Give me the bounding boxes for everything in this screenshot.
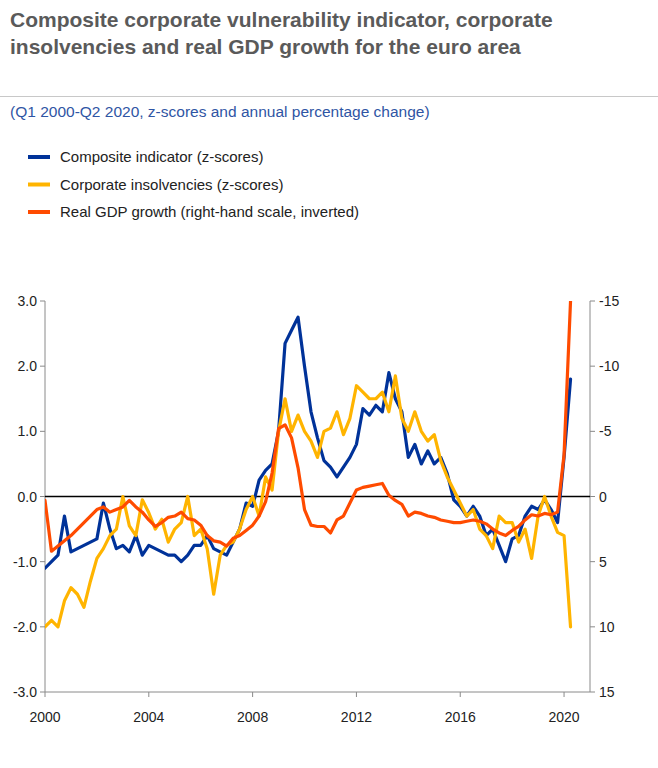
y-tick-label: 0.0 [18,489,38,505]
legend-label: Real GDP growth (right-hand scale, inver… [60,203,359,220]
x-tick [148,692,149,697]
title: Composite corporate vulnerability indica… [10,6,570,60]
x-tick-label: 2004 [133,709,164,725]
y-tick [40,366,45,367]
y2-tick-label: 10 [599,619,615,635]
y2-tick-label: -10 [599,358,619,374]
y-tick-label: -2.0 [13,619,37,635]
y-tick [40,626,45,627]
x-tick-label: 2020 [548,709,579,725]
series-line [45,376,571,627]
zero-line [45,496,590,498]
x-tick-label: 2000 [29,709,60,725]
x-axis-line [45,692,590,693]
legend-swatch [28,210,50,214]
x-tick-label: 2008 [237,709,268,725]
x-tick [564,692,565,697]
y2-tick [590,692,595,693]
y2-tick [590,301,595,302]
y-tick-label: -3.0 [13,684,37,700]
y-tick-label: 1.0 [18,423,38,439]
x-tick [356,692,357,697]
x-tick [460,692,461,697]
y2-tick [590,431,595,432]
title-rule [0,96,658,97]
series-line [45,301,571,551]
legend-swatch [28,183,50,187]
legend-label: Corporate insolvencies (z-scores) [60,176,283,193]
x-tick [252,692,253,697]
y2-tick-label: -15 [599,293,619,309]
legend-label: Composite indicator (z-scores) [60,148,263,165]
y2-tick-label: 0 [599,489,607,505]
x-tick [45,692,46,697]
y2-tick [590,366,595,367]
x-tick-label: 2016 [445,709,476,725]
y2-tick-label: 5 [599,554,607,570]
subtitle: (Q1 2000-Q2 2020, z-scores and annual pe… [10,103,430,121]
y-tick [40,692,45,693]
y-tick [40,431,45,432]
y2-tick-label: 15 [599,684,615,700]
y2-tick-label: -5 [599,423,612,439]
y2-tick [590,561,595,562]
chart: Composite indicator (z-scores) Corporate … [0,0,658,768]
x-tick-label: 2012 [341,709,372,725]
series-line [45,317,571,568]
y2-tick [590,496,595,497]
y2-tick [590,626,595,627]
y-tick [40,561,45,562]
y-tick [40,301,45,302]
y-tick-label: 2.0 [18,358,38,374]
y-tick [40,496,45,497]
plot-area [45,301,571,627]
y-tick-label: -1.0 [13,554,37,570]
legend-swatch [28,155,50,159]
y-tick-label: 3.0 [18,293,38,309]
